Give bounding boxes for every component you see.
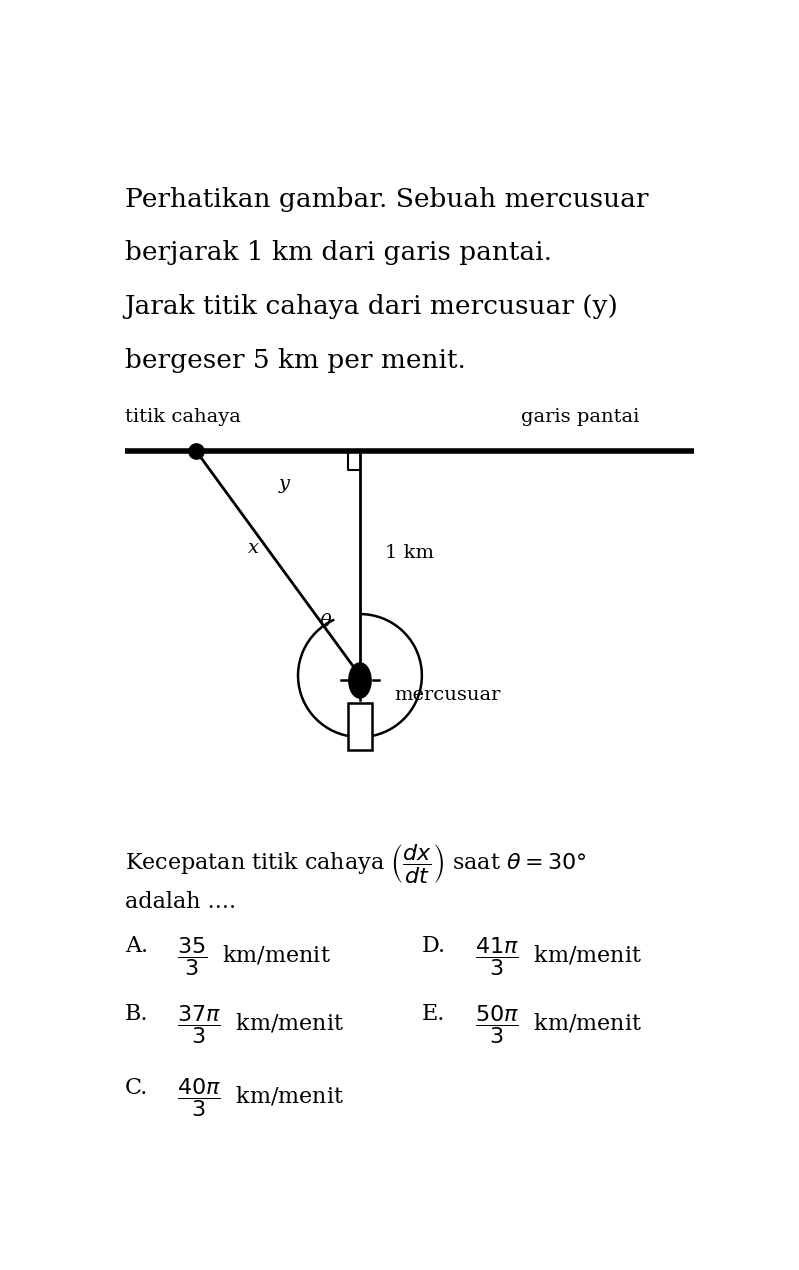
Text: θ: θ [320,613,332,631]
Text: $\dfrac{40\pi}{3}$  km/menit: $\dfrac{40\pi}{3}$ km/menit [177,1077,344,1119]
Text: Perhatikan gambar. Sebuah mercusuar: Perhatikan gambar. Sebuah mercusuar [125,187,648,212]
Text: $\dfrac{50\pi}{3}$  km/menit: $\dfrac{50\pi}{3}$ km/menit [475,1003,642,1046]
Bar [348,704,372,749]
Text: 1 km: 1 km [385,545,434,563]
Circle shape [349,663,371,699]
Text: $\dfrac{41\pi}{3}$  km/menit: $\dfrac{41\pi}{3}$ km/menit [475,935,642,978]
Text: y: y [279,475,289,493]
Text: $\dfrac{37\pi}{3}$  km/menit: $\dfrac{37\pi}{3}$ km/menit [177,1003,344,1046]
Text: garis pantai: garis pantai [521,408,639,427]
Text: B.: B. [125,1003,148,1025]
Text: Kecepatan titik cahaya $\left(\dfrac{dx}{dt}\right)$ saat $\theta = 30°$: Kecepatan titik cahaya $\left(\dfrac{dx}… [125,842,586,885]
Text: berjarak 1 km dari garis pantai.: berjarak 1 km dari garis pantai. [125,240,551,265]
Text: x: x [248,540,259,558]
Text: Jarak titik cahaya dari mercusuar (y): Jarak titik cahaya dari mercusuar (y) [125,295,618,319]
Text: C.: C. [125,1077,148,1099]
Text: adalah ....: adalah .... [125,890,236,913]
Text: bergeser 5 km per menit.: bergeser 5 km per menit. [125,348,466,373]
Text: D.: D. [422,935,446,956]
Text: A.: A. [125,935,148,956]
Text: titik cahaya: titik cahaya [125,408,240,427]
Text: mercusuar: mercusuar [394,686,500,704]
Text: E.: E. [422,1003,445,1025]
Text: $\dfrac{35}{3}$  km/menit: $\dfrac{35}{3}$ km/menit [177,935,331,978]
